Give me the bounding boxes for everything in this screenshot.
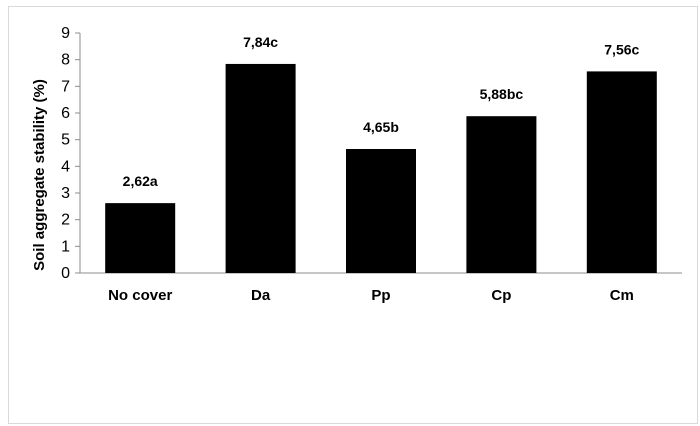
x-tick-label: Cp	[491, 287, 511, 304]
y-tick-label: 7	[61, 78, 70, 95]
bar	[105, 203, 176, 273]
bar	[346, 149, 416, 273]
bar	[586, 71, 657, 274]
data-labels: 2,62a 7,84c 4,65b 5,88bc 7,56c	[123, 34, 640, 189]
x-tick-label: Pp	[371, 287, 390, 304]
y-tick-label: 6	[61, 105, 70, 122]
data-label: 7,56c	[604, 41, 639, 57]
y-tick-label: 5	[61, 132, 70, 149]
y-axis-label: Soil aggregate stability (%)	[31, 79, 48, 271]
bar	[466, 116, 537, 273]
bars	[105, 63, 657, 274]
y-tick-labels: 0 1 2 3 4 5 6 7 8 9	[61, 25, 70, 282]
y-tick-label: 0	[61, 265, 70, 282]
y-tick-label: 4	[61, 158, 70, 175]
x-tick-label: No cover	[108, 287, 172, 304]
bar	[225, 63, 296, 273]
y-tick-label: 3	[61, 185, 70, 202]
y-tick-label: 1	[61, 238, 70, 255]
x-tick-label: Cm	[610, 287, 634, 304]
data-label: 7,84c	[243, 34, 278, 50]
data-label: 2,62a	[123, 173, 158, 189]
data-label: 4,65b	[363, 119, 399, 135]
y-tick-label: 2	[61, 212, 70, 229]
y-tick-label: 9	[61, 25, 70, 42]
y-tick-label: 8	[61, 52, 70, 69]
data-label: 5,88bc	[480, 86, 524, 102]
x-tick-labels: No cover Da Pp Cp Cm	[108, 287, 634, 304]
x-tick-label: Da	[251, 287, 271, 304]
